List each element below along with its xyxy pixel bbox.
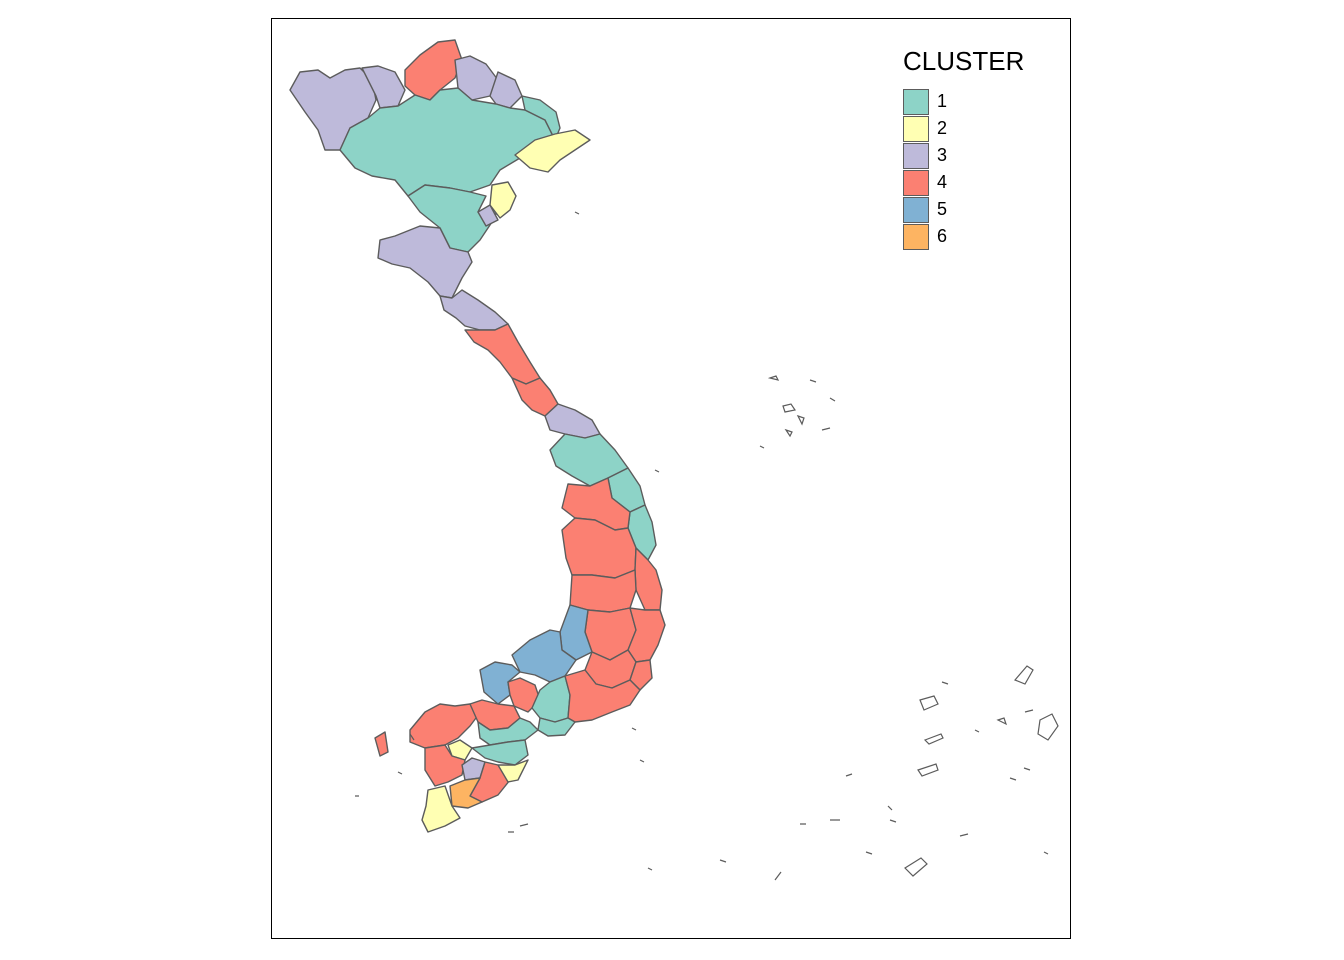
legend-item: 2 [903, 115, 1024, 142]
province-region [627, 607, 666, 663]
province-region [629, 659, 653, 691]
province-region [464, 323, 541, 385]
province-region [497, 759, 529, 783]
province-region [424, 744, 466, 787]
province-region [531, 675, 571, 723]
province-region [421, 785, 461, 833]
legend-item: 1 [903, 88, 1024, 115]
province-region [477, 717, 539, 746]
province-region [374, 731, 389, 757]
legend: CLUSTER 1 2 3 4 5 6 [903, 46, 1024, 250]
province-region [477, 204, 499, 227]
province-region [544, 403, 601, 439]
legend-swatch [903, 142, 929, 169]
province-regions [289, 39, 666, 833]
legend-label: 6 [937, 226, 948, 246]
province-region [289, 67, 377, 151]
province-region [471, 739, 529, 766]
province-region [409, 703, 483, 749]
legend-label: 4 [937, 172, 948, 192]
province-region [511, 629, 577, 683]
legend-title: CLUSTER [903, 46, 1025, 76]
legend-label: 5 [937, 199, 948, 219]
legend-label: 1 [937, 91, 948, 111]
legend-item: 4 [903, 169, 1024, 196]
province-region [537, 717, 576, 737]
island-outlines [355, 211, 1059, 881]
province-region [514, 129, 591, 173]
legend-swatch [903, 223, 929, 250]
legend-swatch [903, 115, 929, 142]
legend-label: 3 [937, 145, 948, 165]
legend-swatch [903, 196, 929, 223]
province-region [569, 569, 637, 613]
province-region [377, 225, 473, 299]
province-region [361, 65, 406, 109]
legend-item: 3 [903, 142, 1024, 169]
province-region [404, 39, 463, 101]
province-region [449, 777, 483, 809]
legend-item: 6 [903, 223, 1024, 250]
legend-label: 2 [937, 118, 948, 138]
legend-item: 5 [903, 196, 1024, 223]
legend-swatch [903, 88, 929, 115]
legend-swatch [903, 169, 929, 196]
